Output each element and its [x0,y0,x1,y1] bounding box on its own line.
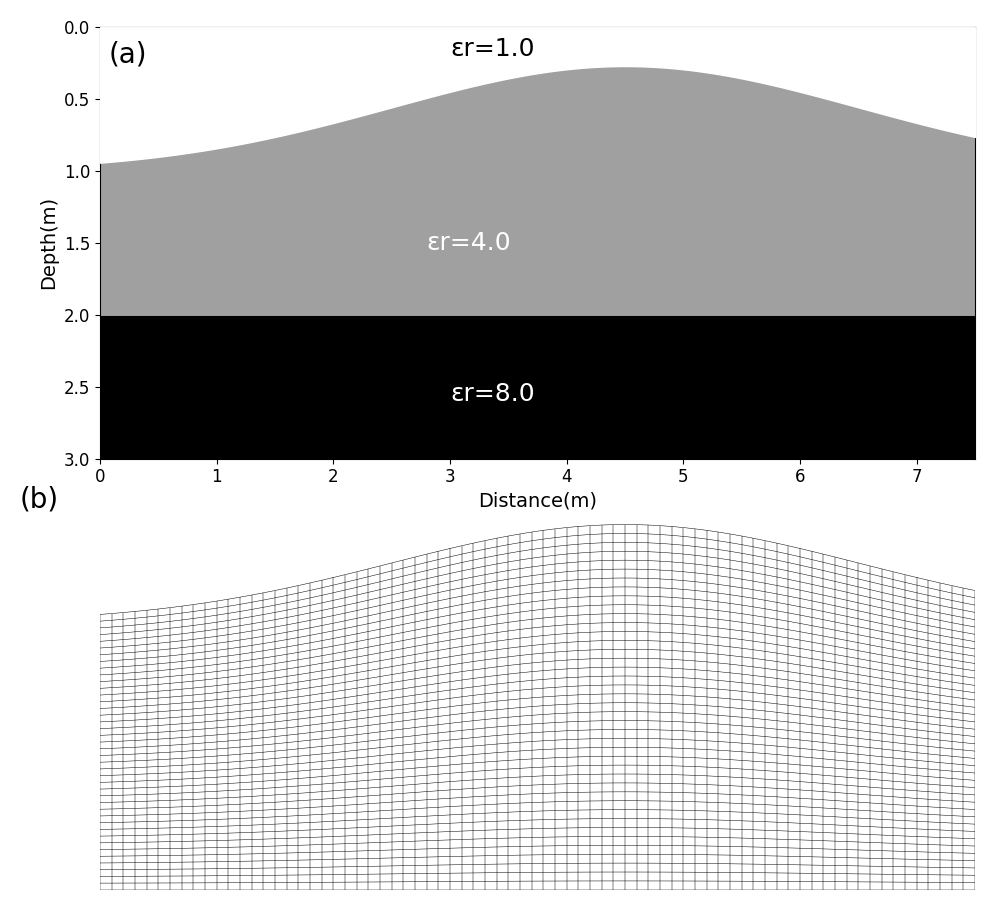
Text: (a): (a) [109,40,147,68]
Text: εr=4.0: εr=4.0 [427,231,511,255]
Y-axis label: Depth(m): Depth(m) [39,196,58,290]
Text: εr=8.0: εr=8.0 [450,382,535,406]
Text: (b): (b) [20,486,59,514]
Text: εr=1.0: εr=1.0 [450,37,534,61]
X-axis label: Distance(m): Distance(m) [478,492,597,511]
